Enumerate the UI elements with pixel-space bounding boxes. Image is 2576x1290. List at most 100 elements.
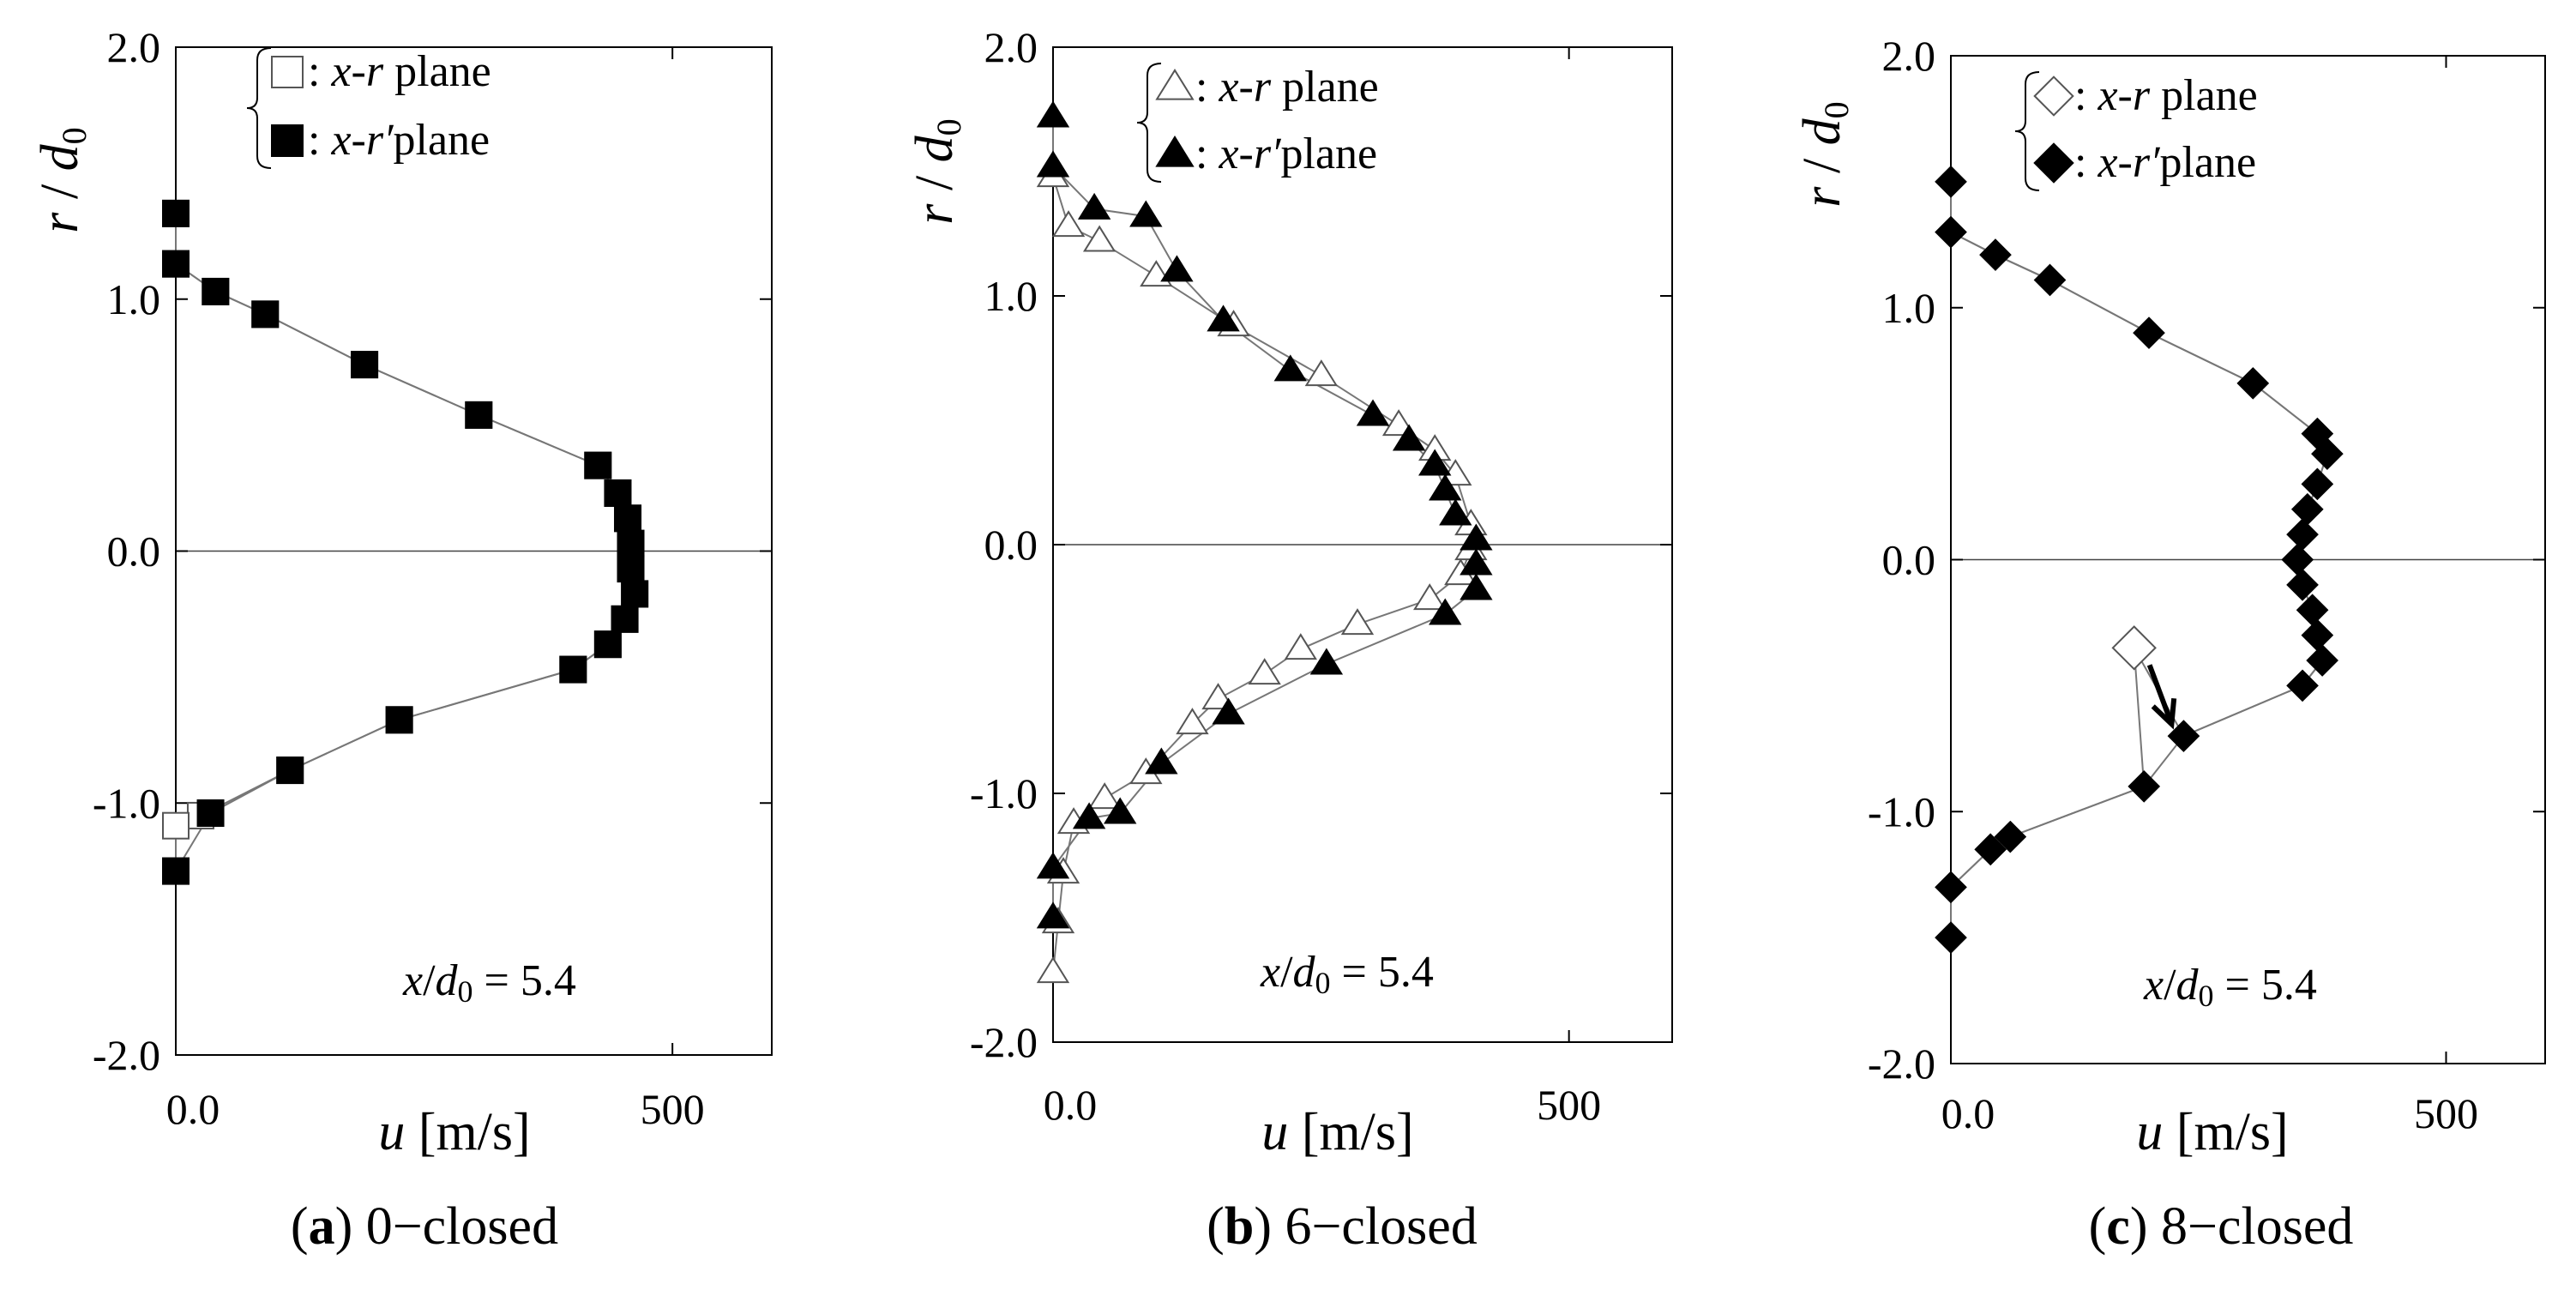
y-axis-label-d: d: [31, 143, 89, 171]
caption-close: ): [1254, 1197, 1272, 1256]
caption-text: 8−closed: [2147, 1197, 2353, 1256]
caption-text: 0−closed: [352, 1197, 558, 1256]
annotation-d: d: [2176, 961, 2200, 1010]
y-tick-label: 2.0: [107, 23, 161, 71]
data-point-open: [1051, 210, 1086, 238]
x-tick-label: 500: [1537, 1081, 1601, 1129]
y-tick-label: 1.0: [1882, 284, 1936, 332]
y-axis-label-d: d: [1793, 118, 1851, 145]
legend-text: : x-r plane: [1195, 63, 1379, 112]
legend-r: r′: [2133, 138, 2161, 187]
y-axis-label-sub: 0: [55, 127, 93, 144]
caption-open: (: [291, 1197, 309, 1256]
data-point-filled: [614, 504, 642, 533]
x-tick-label: 0.0: [1044, 1081, 1098, 1129]
legend-r: r: [2133, 71, 2151, 120]
x-axis-label: u [m/s]: [378, 1103, 530, 1161]
legend-suffix: plane: [394, 116, 491, 165]
annotation-value: = 5.4: [2214, 961, 2317, 1010]
y-tick-label: -2.0: [1868, 1040, 1935, 1088]
data-point-filled: [465, 401, 493, 429]
data-point-filled: [559, 655, 587, 684]
legend-prefix: :: [2074, 138, 2098, 187]
legend-x: x: [330, 116, 351, 165]
data-point-filled: [2286, 518, 2319, 551]
data-point-filled: [2236, 367, 2270, 400]
data-point-open: [1284, 633, 1317, 660]
annotation-x: x: [1260, 948, 1280, 997]
annotation-sub: 0: [1315, 966, 1331, 1000]
x-axis-label-var: u: [1261, 1103, 1288, 1161]
y-axis-label: r / d0: [31, 127, 93, 232]
data-point-filled: [1309, 648, 1344, 675]
x-tick-label: 500: [2414, 1089, 2478, 1137]
legend-x: x: [2097, 138, 2117, 187]
legend-text: : x-r plane: [2074, 71, 2258, 120]
data-point-filled: [1439, 498, 1472, 526]
data-point-filled: [617, 555, 645, 583]
data-point-open: [1413, 583, 1447, 611]
y-tick-label: 2.0: [1882, 32, 1936, 80]
y-tick-label: 0.0: [984, 521, 1038, 569]
data-point-filled: [1160, 255, 1194, 282]
data-point-open: [2111, 625, 2157, 671]
legend-dash: -: [2118, 71, 2133, 120]
position-annotation: x/d0 = 5.4: [402, 956, 576, 1009]
legend-brace: [1136, 63, 1162, 183]
legend-r: r: [366, 47, 384, 96]
y-tick-label: -1.0: [970, 769, 1038, 817]
legend-r: r′: [1254, 130, 1282, 178]
legend-suffix: plane: [1271, 63, 1379, 112]
legend-brace: [246, 47, 272, 169]
x-axis-label-units: [m/s]: [2163, 1103, 2288, 1161]
data-point-filled: [162, 857, 190, 885]
data-point-filled: [2306, 644, 2338, 677]
legend-marker-filled: [2033, 142, 2074, 184]
x-axis-label-units: [m/s]: [405, 1103, 530, 1161]
data-point-filled: [2033, 263, 2067, 297]
data-point-open: [1036, 956, 1070, 984]
legend-brace: [2014, 71, 2040, 191]
data-point-filled: [2167, 720, 2200, 752]
legend-r: r′: [366, 116, 394, 165]
data-point-filled: [1994, 820, 2027, 853]
caption-close: ): [2130, 1197, 2148, 1256]
legend-marker-filled: [1155, 136, 1195, 167]
legend-text: : x-r′plane: [308, 116, 490, 165]
annotation-d: d: [1293, 948, 1316, 997]
position-annotation: x/d0 = 5.4: [1260, 948, 1434, 1000]
data-point-filled: [1036, 100, 1070, 128]
data-point-filled: [1935, 215, 1967, 249]
data-point-open: [1304, 359, 1339, 387]
y-axis-label-r: r: [906, 203, 964, 225]
y-axis-label-sub: 0: [930, 118, 968, 136]
y-axis-label: r / d0: [1793, 101, 1856, 207]
data-point-filled: [1974, 833, 2007, 866]
annotation-slash: /: [2164, 961, 2176, 1010]
panel-caption: (b) 6−closed: [1207, 1197, 1478, 1256]
series-line-0: [1052, 176, 1472, 973]
legend-dash: -: [352, 116, 366, 165]
data-point-filled: [1273, 354, 1307, 382]
data-point-filled: [351, 351, 379, 379]
legend-prefix: :: [1195, 63, 1219, 112]
annotation-slash: /: [423, 956, 436, 1005]
data-point-filled: [621, 580, 649, 608]
data-point-filled: [1077, 192, 1111, 220]
y-axis-label-sep: /: [1793, 145, 1851, 186]
data-point-open: [1248, 658, 1281, 685]
legend-text: : x-r plane: [308, 47, 491, 96]
legend-dash: -: [1239, 63, 1254, 112]
legend-prefix: :: [308, 47, 331, 96]
legend-text: : x-r′plane: [1195, 130, 1377, 178]
annotation-d: d: [436, 956, 459, 1005]
data-point-filled: [1036, 852, 1070, 879]
data-point-open: [162, 811, 190, 840]
legend-x: x: [330, 47, 351, 96]
data-point-filled: [2301, 618, 2334, 652]
data-point-filled: [1212, 697, 1245, 725]
legend-marker-open: [271, 56, 304, 88]
data-point-filled: [2286, 669, 2319, 702]
series-line-0: [175, 213, 636, 871]
